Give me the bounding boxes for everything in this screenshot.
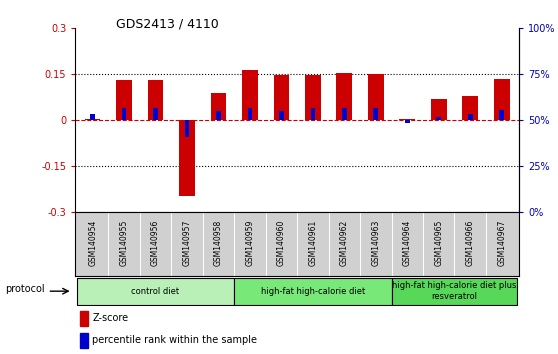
- Text: GSM140966: GSM140966: [466, 220, 475, 266]
- Bar: [373, 108, 378, 120]
- FancyBboxPatch shape: [77, 278, 234, 305]
- Text: protocol: protocol: [6, 284, 45, 295]
- Bar: [216, 111, 221, 120]
- Bar: [436, 117, 441, 120]
- Bar: [248, 108, 252, 120]
- Text: GSM140965: GSM140965: [434, 220, 443, 266]
- Text: GSM140960: GSM140960: [277, 220, 286, 266]
- Bar: [179, 120, 195, 195]
- Bar: [80, 311, 88, 326]
- Text: GSM140963: GSM140963: [371, 220, 381, 266]
- Text: high-fat high-calorie diet plus
resveratrol: high-fat high-calorie diet plus resverat…: [392, 281, 517, 301]
- Bar: [148, 80, 163, 120]
- Text: Z-score: Z-score: [92, 313, 128, 323]
- Bar: [405, 120, 410, 124]
- Bar: [90, 114, 95, 120]
- Bar: [185, 120, 189, 137]
- Text: control diet: control diet: [132, 287, 180, 296]
- Bar: [305, 75, 321, 120]
- Text: GSM140955: GSM140955: [119, 220, 128, 266]
- Text: GSM140956: GSM140956: [151, 220, 160, 266]
- Bar: [210, 93, 227, 120]
- Text: GSM140967: GSM140967: [497, 220, 506, 266]
- Bar: [468, 114, 473, 120]
- Bar: [310, 108, 315, 120]
- Text: GSM140958: GSM140958: [214, 220, 223, 266]
- Text: percentile rank within the sample: percentile rank within the sample: [92, 335, 257, 345]
- Bar: [342, 108, 347, 120]
- Text: GSM140964: GSM140964: [403, 220, 412, 266]
- Bar: [494, 79, 509, 120]
- Text: GSM140962: GSM140962: [340, 220, 349, 266]
- Text: GSM140961: GSM140961: [309, 220, 318, 266]
- Bar: [499, 110, 504, 120]
- Text: GDS2413 / 4110: GDS2413 / 4110: [116, 18, 219, 31]
- Bar: [80, 333, 88, 348]
- Bar: [85, 119, 100, 120]
- Bar: [116, 80, 132, 120]
- Bar: [242, 70, 258, 120]
- Text: high-fat high-calorie diet: high-fat high-calorie diet: [261, 287, 365, 296]
- Bar: [336, 73, 352, 120]
- Text: GSM140959: GSM140959: [246, 220, 254, 266]
- Bar: [273, 75, 289, 120]
- Text: GSM140957: GSM140957: [182, 220, 191, 266]
- Bar: [153, 108, 158, 120]
- Bar: [400, 119, 415, 120]
- Bar: [122, 108, 127, 120]
- FancyBboxPatch shape: [234, 278, 392, 305]
- Text: GSM140954: GSM140954: [88, 220, 97, 266]
- FancyBboxPatch shape: [392, 278, 517, 305]
- Bar: [463, 96, 478, 120]
- Bar: [279, 111, 284, 120]
- Bar: [431, 99, 446, 120]
- Bar: [368, 74, 384, 120]
